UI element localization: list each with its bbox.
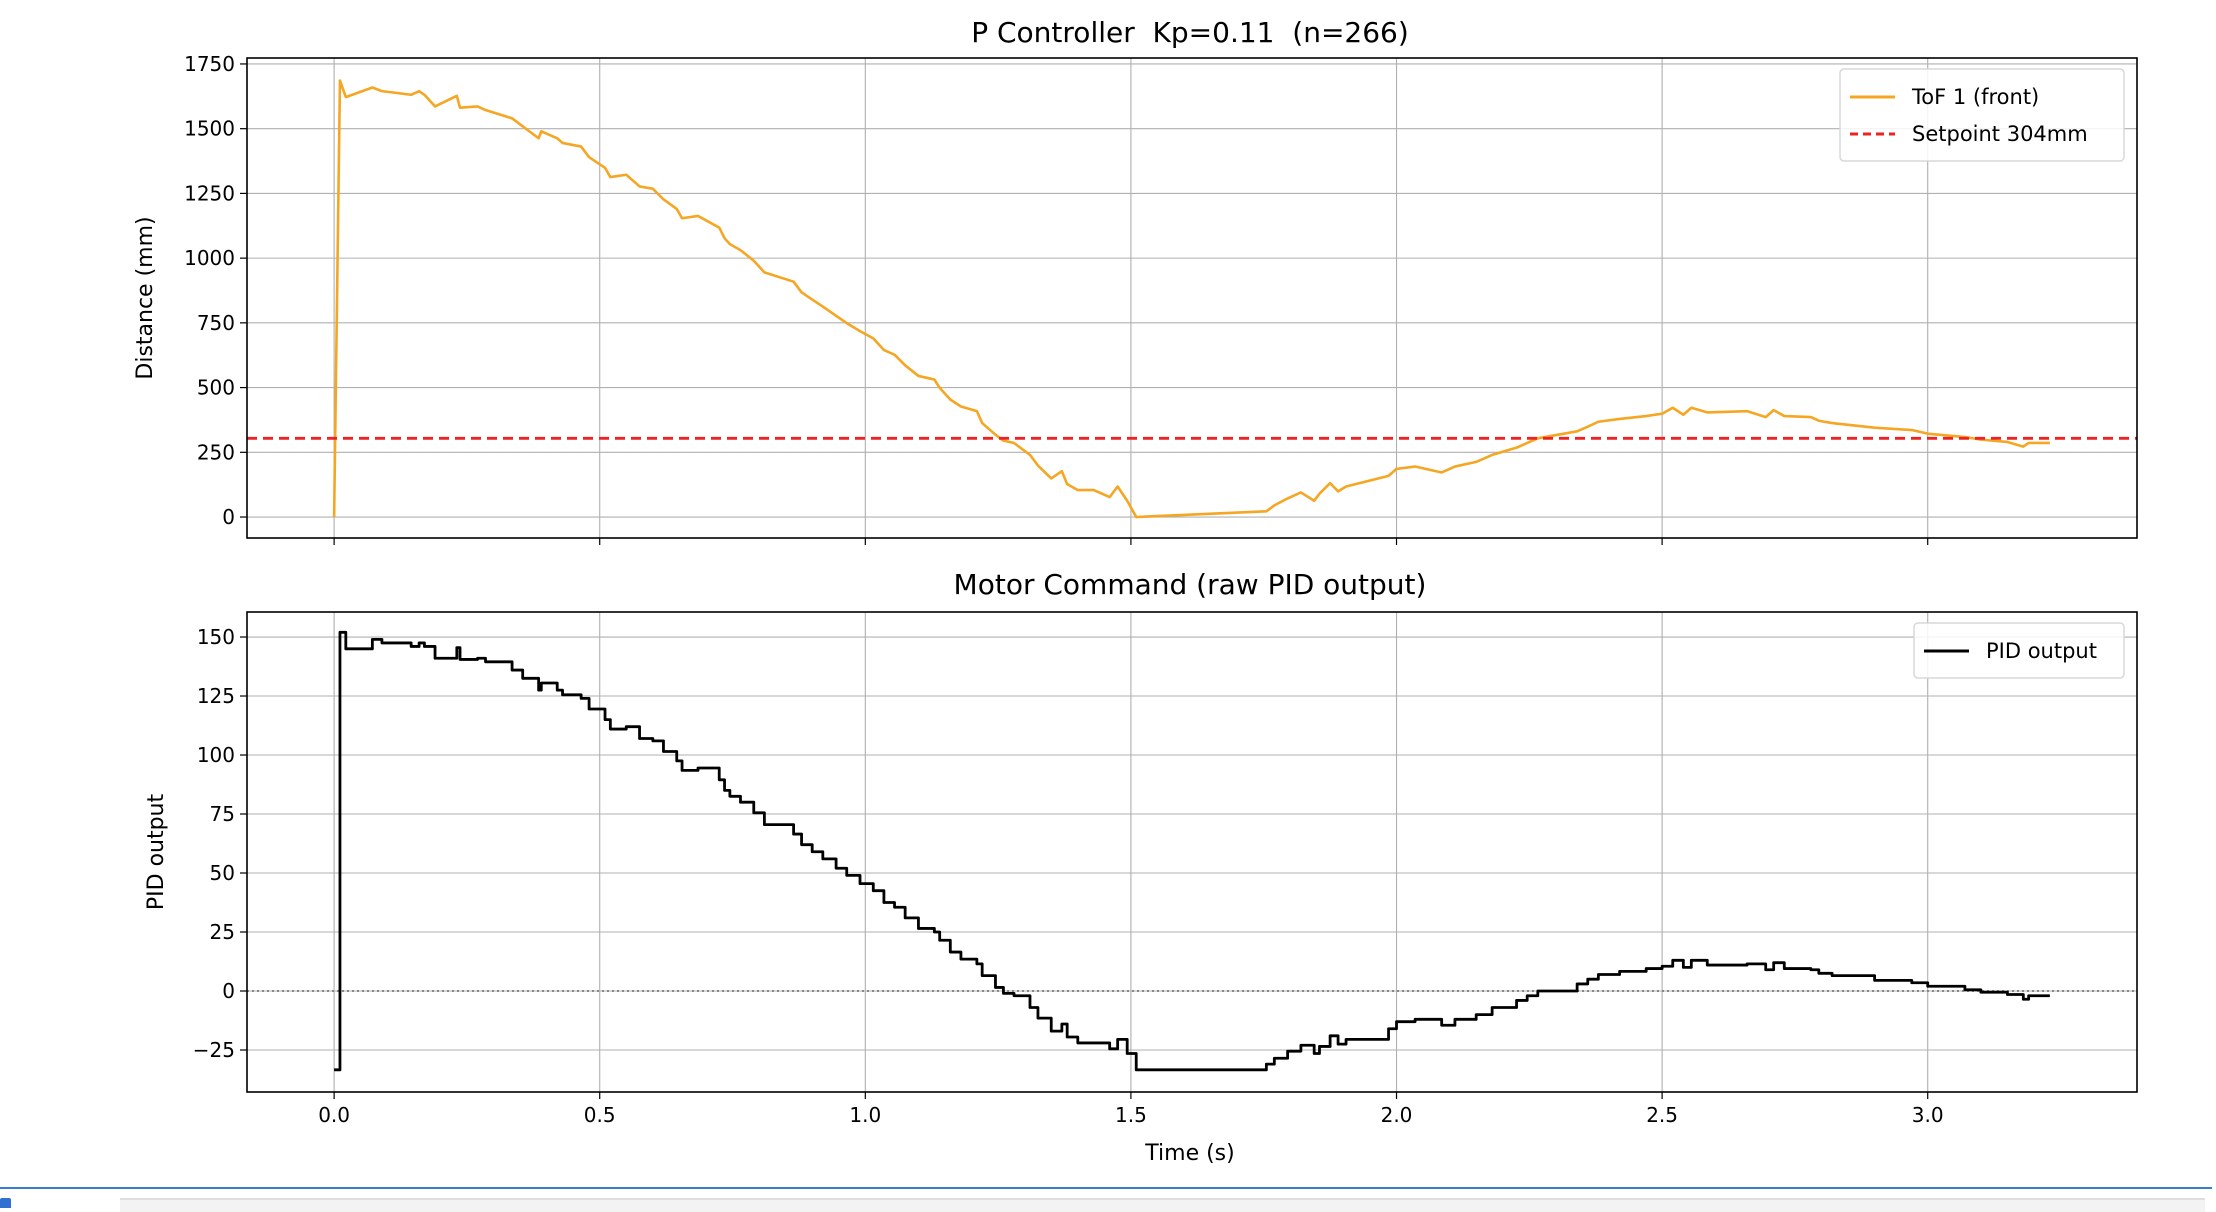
legend: ToF 1 (front) Setpoint 304mm: [1839, 68, 2125, 162]
pid-y-axis-label: PID output: [144, 794, 169, 911]
y-tick-label: 25: [210, 920, 235, 944]
x-tick-label: 0.5: [584, 1103, 616, 1127]
y-tick-label: 125: [197, 684, 235, 708]
y-tick-label: 75: [210, 802, 235, 826]
distance-chart-title: P Controller Kp=0.11 (n=266): [971, 16, 1409, 49]
y-tick-label: 50: [210, 861, 235, 885]
legend-box: [1839, 68, 2125, 162]
cell-selection-border: [0, 1187, 2212, 1189]
time-x-axis-label: Time (s): [1144, 1141, 1234, 1166]
y-tick-label: 0: [222, 505, 235, 529]
cell-indicator[interactable]: [0, 1198, 11, 1208]
y-tick-label: −25: [193, 1038, 235, 1062]
legend-label: Setpoint 304mm: [1912, 122, 2088, 146]
axes-frame: [246, 57, 2138, 539]
pid-chart-title: Motor Command (raw PID output): [954, 568, 1427, 601]
distance-y-axis-label: Distance (mm): [133, 216, 158, 379]
y-tick-label: 0: [222, 979, 235, 1003]
y-tick-label: 100: [197, 743, 235, 767]
y-tick-label: 750: [197, 311, 235, 335]
tof-distance-line: [332, 79, 2050, 519]
y-tick-label: 150: [197, 625, 235, 649]
x-tick-label: 2.0: [1381, 1103, 1413, 1127]
x-tick-label: 1.0: [849, 1103, 881, 1127]
pid-output-line: [334, 630, 2050, 1072]
y-tick-label: 250: [197, 440, 235, 464]
y-tick-label: 1000: [184, 246, 235, 270]
x-tick-label: 3.0: [1912, 1103, 1944, 1127]
legend-box: [1913, 622, 2125, 679]
y-tick-label: 1500: [184, 117, 235, 141]
axes-frame: [246, 611, 2138, 1093]
legend: PID output: [1913, 622, 2125, 679]
y-tick-label: 1750: [184, 52, 235, 76]
y-tick-label: 500: [197, 376, 235, 400]
legend-label: ToF 1 (front): [1911, 85, 2039, 109]
pid-output-axes: 0.0 0.5 1.0 1.5 2.0 2.5 3.0 −25 0 25 50 75 100 125 150…: [193, 611, 2138, 1127]
x-tick-label: 1.5: [1115, 1103, 1147, 1127]
x-tick-label: 2.5: [1646, 1103, 1678, 1127]
legend-label: PID output: [1986, 639, 2097, 663]
y-tick-label: 1250: [184, 181, 235, 205]
distance-axes: 0 250 500 750 1000 1250 1500 1750 ToF 1 (front) S…: [184, 52, 2138, 545]
x-tick-label: 0.0: [318, 1103, 350, 1127]
next-cell-input[interactable]: [120, 1198, 2205, 1212]
